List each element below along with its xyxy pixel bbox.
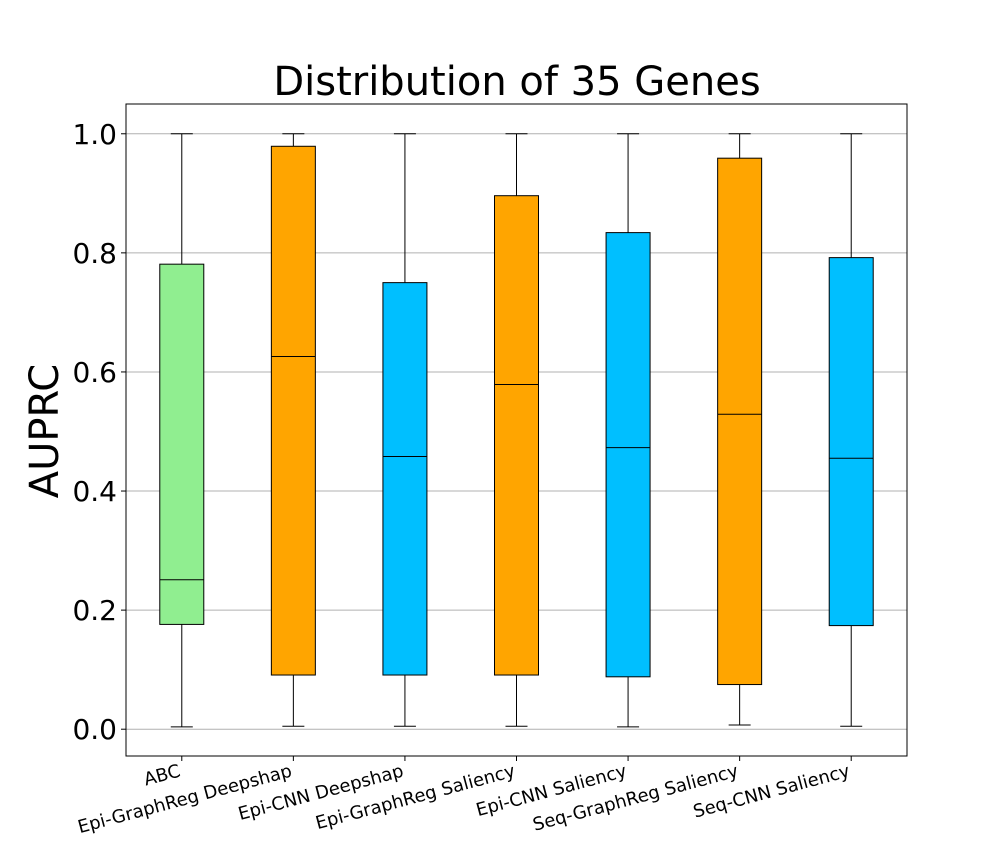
box-2 (270, 133, 316, 727)
y-tick-labels: 0.0 0.2 0.4 0.6 0.8 1.0 (72, 118, 126, 746)
box-6 (717, 133, 763, 726)
y-tick-label: 0.2 (72, 594, 117, 627)
y-tick-label: 0.0 (72, 713, 117, 746)
box-5 (605, 133, 651, 728)
y-tick-label: 0.8 (72, 237, 117, 270)
y-axis-label: AUPRC (22, 364, 68, 499)
iqr-box (605, 232, 651, 678)
iqr-box (494, 195, 539, 676)
x-tick-label: ABC (142, 761, 183, 791)
iqr-box (828, 257, 874, 627)
iqr-box (159, 263, 205, 625)
iqr-box (382, 282, 428, 676)
y-tick-label: 0.4 (72, 475, 117, 508)
box-4 (494, 133, 539, 727)
y-tick-label: 0.6 (72, 356, 117, 389)
box-7 (828, 133, 874, 727)
box-1 (159, 133, 205, 728)
boxes (159, 133, 874, 728)
iqr-box (717, 157, 763, 686)
y-tick-label: 1.0 (72, 118, 117, 151)
iqr-box (270, 145, 316, 676)
box-3 (382, 133, 428, 727)
chart-title: Distribution of 35 Genes (273, 59, 760, 105)
